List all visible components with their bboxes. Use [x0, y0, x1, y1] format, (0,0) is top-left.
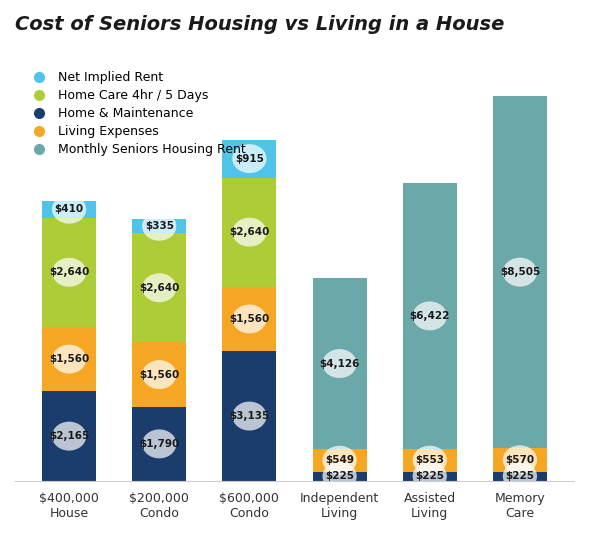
Text: $225: $225 [325, 471, 354, 482]
Ellipse shape [142, 273, 176, 302]
Text: $2,165: $2,165 [49, 431, 89, 441]
Bar [313, 471, 366, 481]
Text: $915: $915 [235, 154, 264, 164]
Ellipse shape [503, 445, 537, 474]
Text: $2,640: $2,640 [139, 283, 180, 293]
Ellipse shape [232, 218, 267, 247]
Text: $6,422: $6,422 [409, 311, 450, 321]
Legend: Net Implied Rent, Home Care 4hr / 5 Days, Home & Maintenance, Living Expenses, M: Net Implied Rent, Home Care 4hr / 5 Days… [21, 66, 250, 161]
Ellipse shape [322, 349, 357, 378]
Bar [132, 233, 186, 342]
Ellipse shape [413, 301, 447, 331]
Text: $1,560: $1,560 [49, 354, 89, 364]
Bar [223, 178, 276, 287]
Bar [42, 201, 96, 218]
Bar [223, 140, 276, 178]
Bar [132, 219, 186, 233]
Bar [223, 287, 276, 351]
Text: $1,560: $1,560 [229, 314, 270, 324]
Ellipse shape [232, 402, 267, 431]
Bar [403, 471, 457, 481]
Text: $549: $549 [325, 455, 354, 465]
Text: $1,560: $1,560 [139, 370, 180, 380]
Text: $2,640: $2,640 [49, 268, 90, 277]
Ellipse shape [413, 462, 447, 491]
Ellipse shape [52, 195, 86, 224]
Text: $225: $225 [415, 471, 444, 482]
Text: $553: $553 [415, 455, 444, 465]
Ellipse shape [142, 430, 176, 458]
Bar [132, 342, 186, 407]
Ellipse shape [52, 422, 86, 450]
Ellipse shape [503, 462, 537, 491]
Text: $1,790: $1,790 [139, 439, 180, 449]
Ellipse shape [52, 258, 86, 287]
Bar [313, 278, 366, 449]
Bar [493, 471, 547, 481]
Text: $4,126: $4,126 [319, 358, 360, 369]
Ellipse shape [142, 360, 176, 389]
Bar [42, 392, 96, 481]
Ellipse shape [142, 212, 176, 241]
Text: $2,640: $2,640 [229, 227, 270, 237]
Bar [42, 218, 96, 327]
Ellipse shape [232, 144, 267, 173]
Ellipse shape [322, 462, 357, 491]
Ellipse shape [232, 304, 267, 333]
Bar [403, 183, 457, 449]
Bar [223, 351, 276, 481]
Bar [42, 327, 96, 392]
Bar [403, 449, 457, 471]
Text: $410: $410 [55, 204, 84, 214]
Ellipse shape [503, 258, 537, 287]
Text: Cost of Seniors Housing vs Living in a House: Cost of Seniors Housing vs Living in a H… [15, 15, 504, 34]
Text: $8,505: $8,505 [500, 267, 540, 277]
Bar [493, 96, 547, 448]
Ellipse shape [322, 446, 357, 475]
Text: $3,135: $3,135 [229, 411, 270, 421]
Ellipse shape [52, 345, 86, 373]
Bar [132, 407, 186, 481]
Ellipse shape [413, 446, 447, 475]
Text: $570: $570 [505, 455, 534, 465]
Text: $225: $225 [505, 471, 534, 482]
Bar [493, 448, 547, 471]
Text: $335: $335 [145, 221, 174, 231]
Bar [313, 449, 366, 471]
